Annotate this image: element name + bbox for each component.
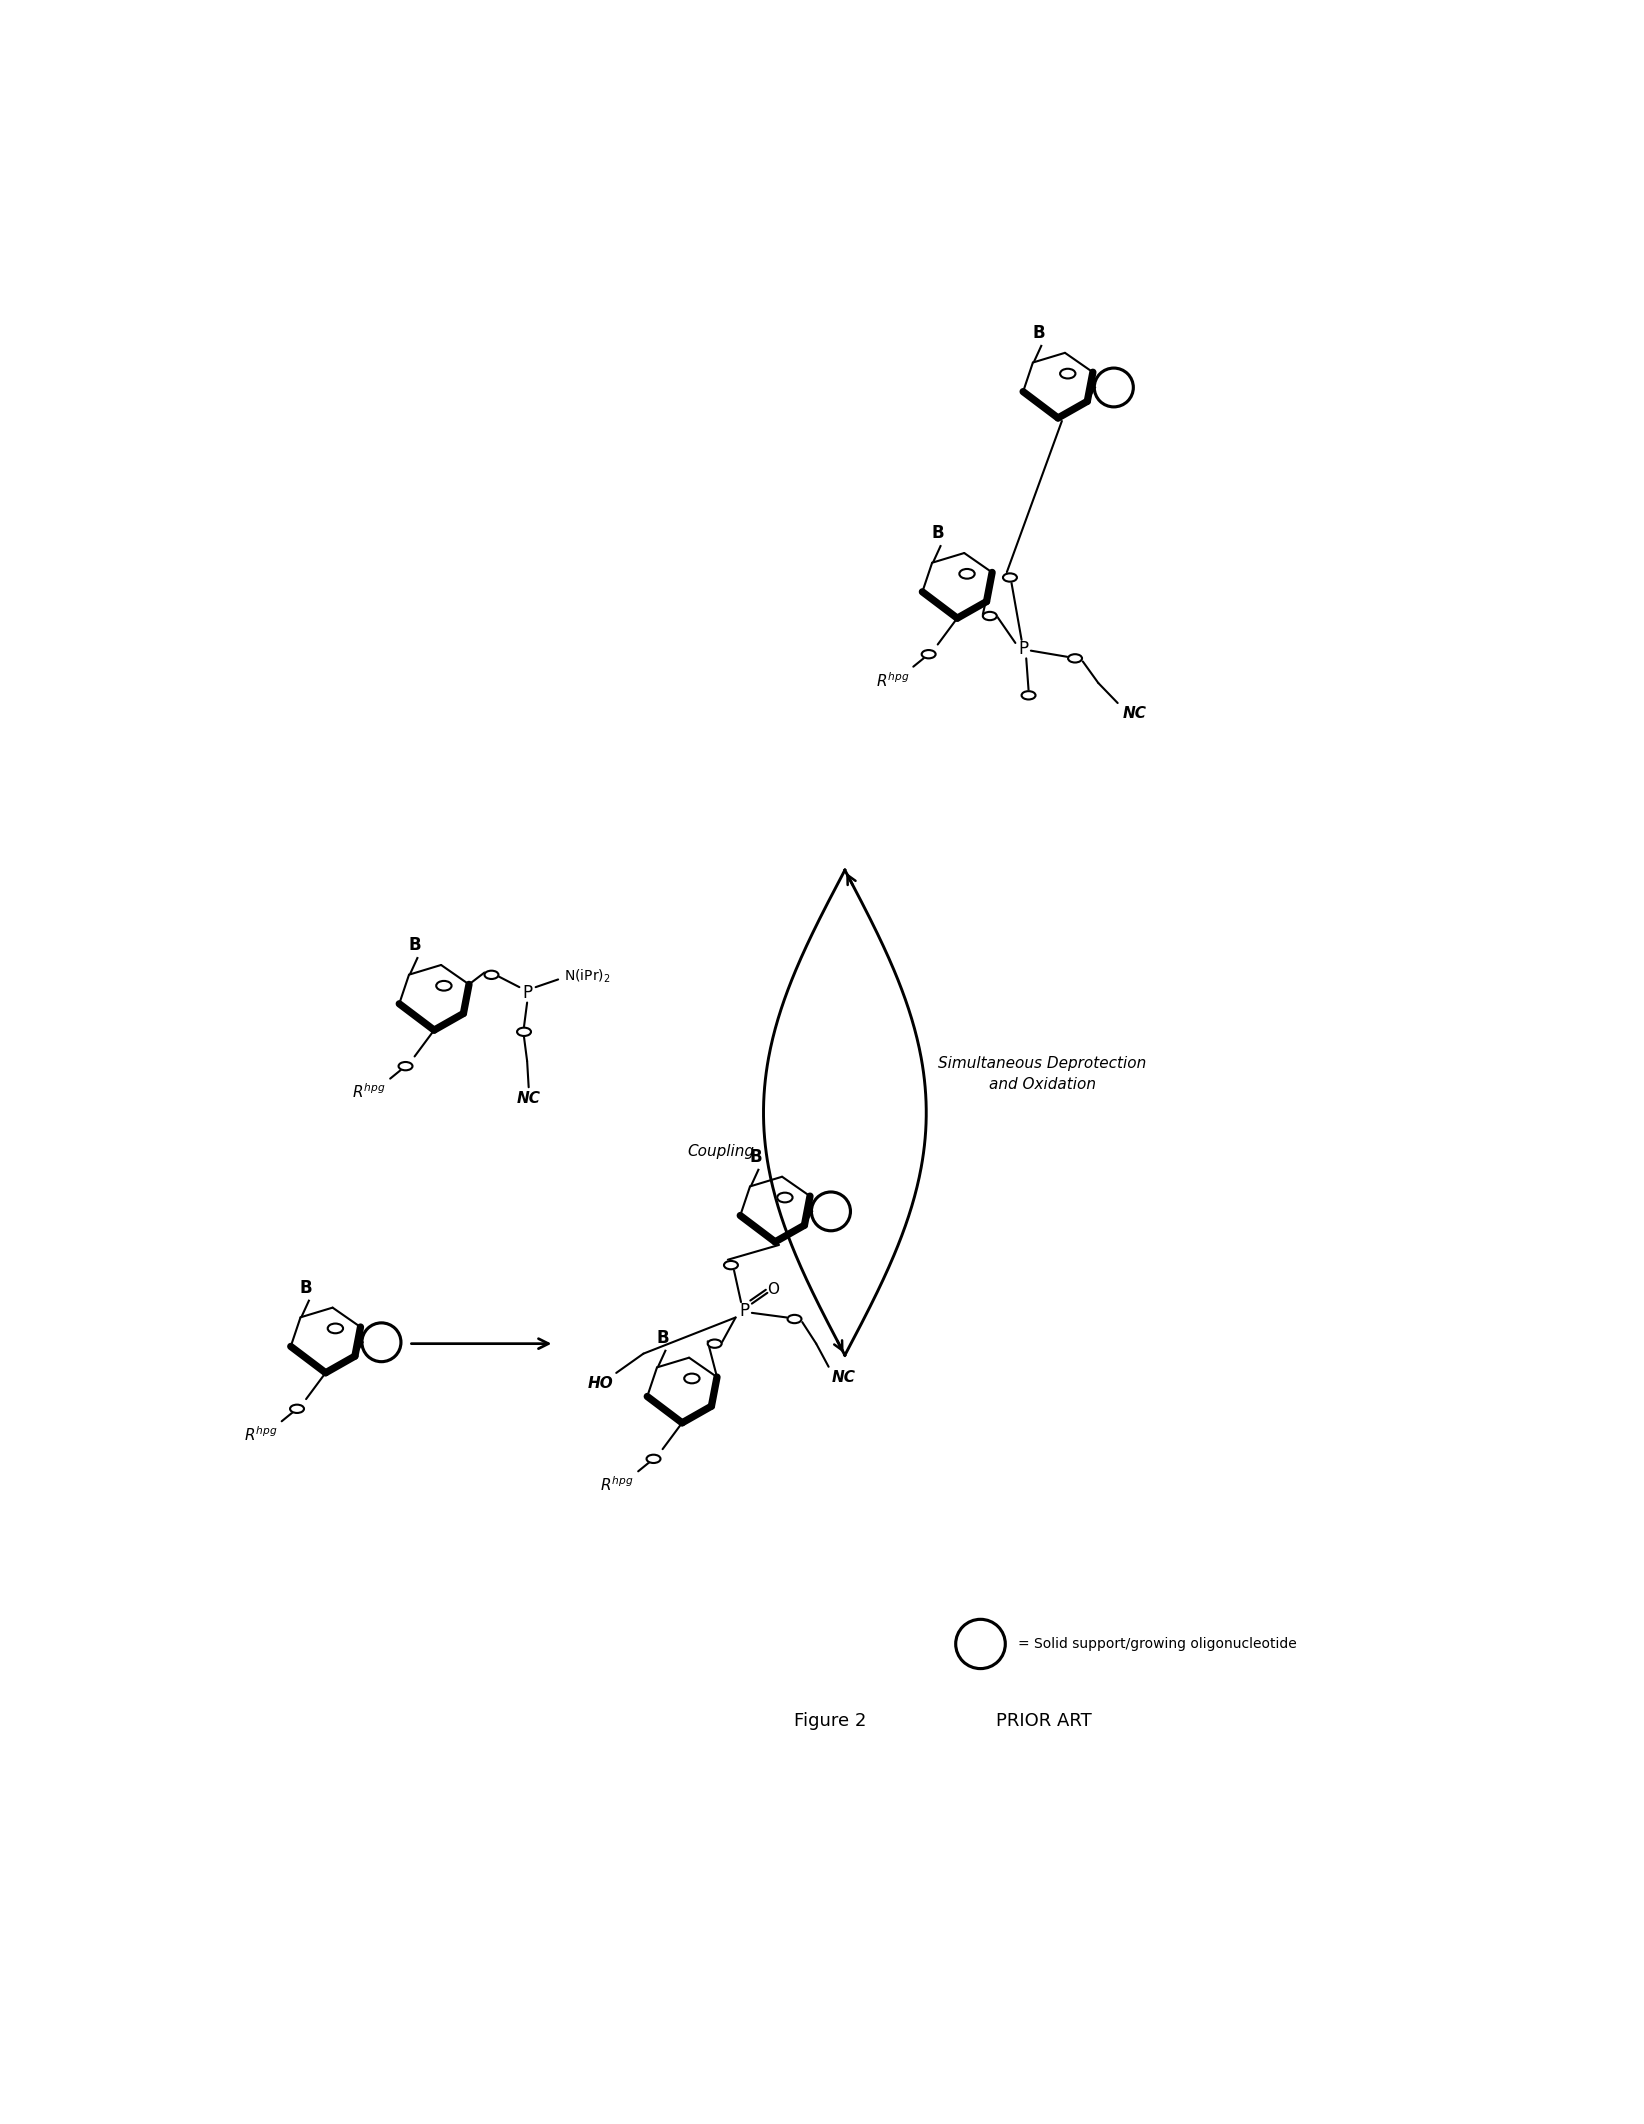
Text: B: B (932, 525, 944, 542)
Text: Coupling: Coupling (687, 1143, 755, 1160)
Text: B: B (408, 937, 421, 954)
Ellipse shape (787, 1315, 802, 1323)
Text: Figure 2: Figure 2 (794, 1712, 866, 1729)
Text: O: O (768, 1283, 779, 1298)
Text: PRIOR ART: PRIOR ART (996, 1712, 1092, 1729)
Ellipse shape (1003, 573, 1018, 582)
Ellipse shape (778, 1194, 792, 1202)
Text: Simultaneous Deprotection
and Oxidation: Simultaneous Deprotection and Oxidation (939, 1056, 1146, 1092)
Text: HO: HO (587, 1376, 613, 1391)
Ellipse shape (960, 569, 975, 578)
Ellipse shape (327, 1323, 344, 1334)
Text: B: B (1032, 323, 1046, 342)
Text: NC: NC (1123, 705, 1146, 722)
Ellipse shape (983, 612, 996, 620)
Text: B: B (750, 1147, 761, 1166)
Ellipse shape (922, 650, 935, 658)
Ellipse shape (518, 1028, 531, 1037)
Ellipse shape (1060, 370, 1075, 378)
Ellipse shape (436, 981, 452, 990)
Ellipse shape (1069, 654, 1082, 663)
Text: NC: NC (832, 1370, 855, 1385)
Text: P: P (523, 983, 533, 1003)
Text: $R^{hpg}$: $R^{hpg}$ (876, 671, 909, 690)
Ellipse shape (485, 971, 498, 979)
Text: = Solid support/growing oligonucleotide: = Solid support/growing oligonucleotide (1018, 1638, 1297, 1650)
Text: P: P (1018, 639, 1028, 658)
Ellipse shape (289, 1404, 304, 1412)
Ellipse shape (646, 1455, 661, 1463)
Ellipse shape (1021, 690, 1036, 699)
Text: $R^{hpg}$: $R^{hpg}$ (352, 1083, 386, 1102)
Text: $R^{hpg}$: $R^{hpg}$ (600, 1476, 635, 1493)
Text: B: B (656, 1330, 669, 1347)
Text: B: B (299, 1279, 312, 1296)
Ellipse shape (707, 1340, 722, 1349)
Ellipse shape (723, 1262, 738, 1270)
Ellipse shape (684, 1374, 700, 1383)
Text: NC: NC (516, 1092, 541, 1107)
Text: N(iPr)$_2$: N(iPr)$_2$ (564, 969, 612, 986)
Text: $R^{hpg}$: $R^{hpg}$ (243, 1425, 278, 1444)
Ellipse shape (398, 1062, 413, 1070)
Text: P: P (740, 1302, 750, 1321)
